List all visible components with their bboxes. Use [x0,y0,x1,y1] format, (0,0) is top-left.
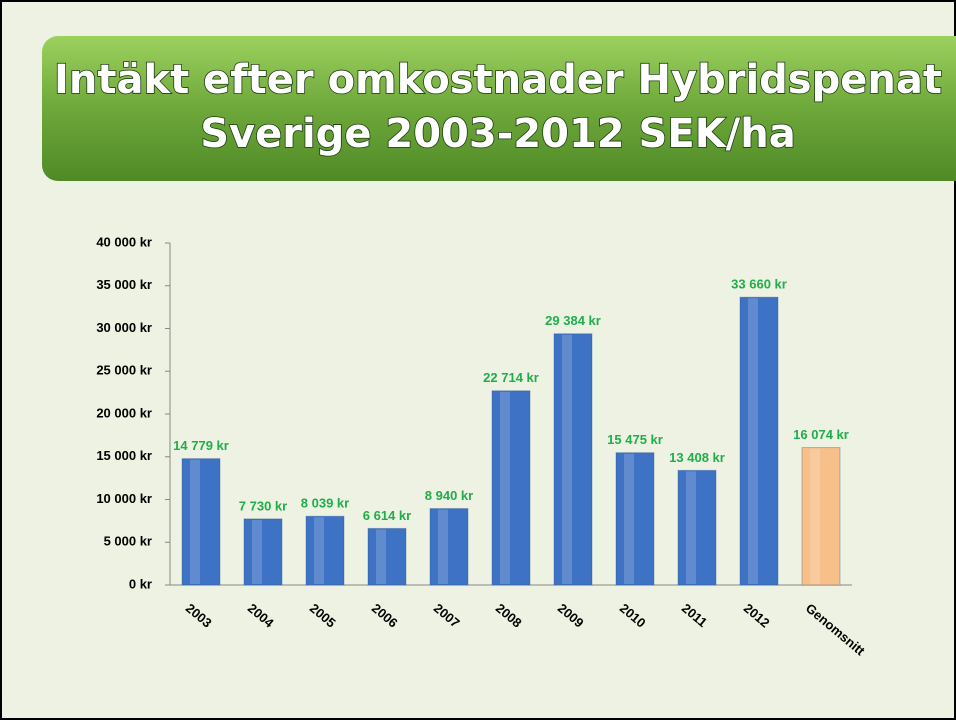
y-tick-label: 10 000 kr [96,491,152,506]
data-label: 13 408 kr [669,450,725,465]
bar-shine [624,453,634,584]
bar [429,508,469,586]
bar-shine [252,519,262,584]
y-tick-label: 20 000 kr [96,405,152,420]
y-tick-label: 0 kr [129,576,152,591]
data-label: 8 039 kr [301,496,349,511]
data-label: 29 384 kr [545,313,601,328]
bar [491,390,531,586]
y-tick-label: 15 000 kr [96,448,152,463]
data-label: 15 475 kr [607,432,663,447]
data-label: 22 714 kr [483,370,539,385]
bar-shine [500,391,510,584]
bar [615,452,655,586]
bar-shine [686,471,696,584]
data-label: 7 730 kr [239,498,287,513]
bar [243,518,283,586]
y-tick-label: 35 000 kr [96,277,152,292]
title-box [42,36,956,181]
y-tick-label: 40 000 kr [96,234,152,249]
bar-shine [748,298,758,584]
data-label: 33 660 kr [731,277,787,292]
data-label: 14 779 kr [173,438,229,453]
y-tick-label: 30 000 kr [96,320,152,335]
bar-shine [314,517,324,584]
y-tick-label: 25 000 kr [96,363,152,378]
bar-shine [190,459,200,584]
data-label: 8 940 kr [425,488,473,503]
bar-shine [438,509,448,584]
y-tick-label: 5 000 kr [104,534,152,549]
bar [305,515,345,586]
bar-shine [562,334,572,584]
bar [739,296,779,586]
bar-shine [376,529,386,584]
bar [801,447,841,586]
bar [553,333,593,586]
bar [367,527,407,586]
data-label: 6 614 kr [363,508,411,523]
title-line: Intäkt efter omkostnader Hybridspenat [54,57,942,103]
data-label: 16 074 kr [793,427,849,442]
bar [181,458,221,586]
title-line: Sverige 2003-2012 SEK/ha [200,111,796,157]
bar-shine [810,448,820,584]
bar [677,469,717,586]
